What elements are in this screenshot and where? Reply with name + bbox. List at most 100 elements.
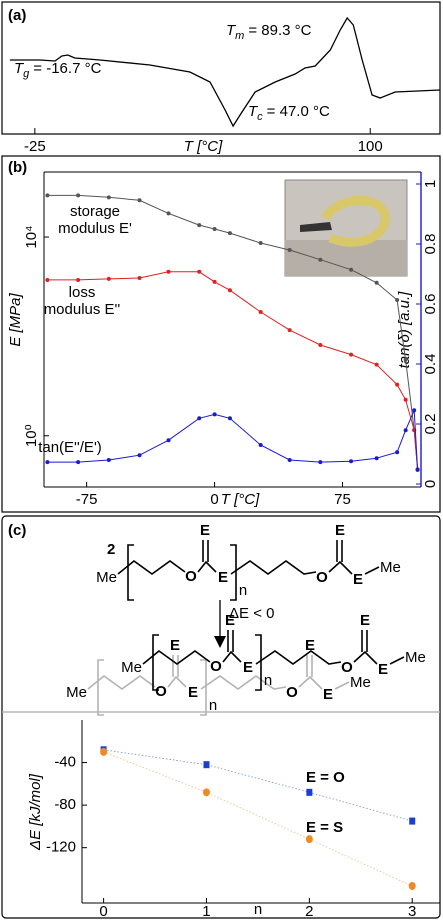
data-point <box>306 835 313 843</box>
data-point <box>412 408 416 412</box>
annotation: Tg= -16.7 °C <box>14 60 102 80</box>
data-point <box>107 277 111 281</box>
data-point <box>409 882 416 890</box>
atom-label: E <box>225 612 235 629</box>
atom-label: n <box>264 672 272 689</box>
data-point <box>349 459 353 463</box>
photo-inset <box>285 180 407 276</box>
y-axis-label: E [MPa] <box>7 292 24 346</box>
bond <box>299 677 322 689</box>
atom-label: E <box>200 522 210 539</box>
series-label-line: modulus E' <box>58 220 132 237</box>
annotation-subscript: g <box>23 68 30 80</box>
panel-label: (b) <box>8 159 27 176</box>
annotation: Tm= 89.3 °C <box>226 22 312 42</box>
data-point <box>375 281 379 285</box>
data-point <box>45 460 49 464</box>
atom-label: n <box>239 582 247 599</box>
bond <box>231 561 316 574</box>
data-point <box>375 363 379 367</box>
annotation-subscript: m <box>235 30 244 42</box>
connector <box>104 752 413 886</box>
atom-label: Me <box>350 674 371 691</box>
atom-label: E <box>188 684 198 701</box>
atom-label: O <box>341 659 353 676</box>
x-tick-label: -25 <box>24 138 46 155</box>
x-tick-label: 0 <box>99 903 107 920</box>
bracket <box>153 635 159 690</box>
data-point <box>259 241 263 245</box>
panel-label: (a) <box>8 7 26 24</box>
reactant-structure: Me O E En O E E Me <box>96 522 401 600</box>
annotation-text: = -16.7 °C <box>33 60 101 77</box>
data-point <box>107 195 111 199</box>
data-point <box>76 193 80 197</box>
atom-label: E <box>353 571 363 588</box>
data-point <box>259 310 263 314</box>
x-axis-label: n <box>254 901 262 918</box>
y-tick-label: -80 <box>54 796 76 813</box>
data-point <box>45 193 49 197</box>
atom-label: O <box>286 684 298 701</box>
atom-label: O <box>185 568 197 585</box>
x-tick-label: -75 <box>76 491 98 508</box>
atom-label: Me <box>380 559 401 576</box>
atom-label: O <box>316 569 328 586</box>
annotation-text: = 89.3 °C <box>248 22 311 39</box>
x-tick-label: 1 <box>202 903 210 920</box>
y2-tick-label: 0.2 <box>422 414 439 435</box>
atom-label: E <box>335 522 345 539</box>
data-point <box>409 818 415 825</box>
data-point <box>349 353 353 357</box>
bracket <box>98 660 104 715</box>
data-point <box>395 450 399 454</box>
condition: ΔE < 0 <box>229 605 274 622</box>
y2-tick-label: 0.8 <box>422 234 439 255</box>
atom-label: Me <box>96 569 117 586</box>
data-point <box>138 198 142 202</box>
legend-label: E = S <box>306 819 343 836</box>
data-point <box>45 278 49 282</box>
data-point <box>318 343 322 347</box>
series-line <box>47 410 417 470</box>
data-point <box>416 468 420 472</box>
atom-label: Me <box>405 649 426 666</box>
bond <box>354 652 377 664</box>
connector <box>104 750 413 821</box>
data-point <box>318 258 322 262</box>
panel-label: (c) <box>8 522 26 539</box>
data-point <box>197 270 201 274</box>
data-point <box>318 460 322 464</box>
y2-tick-label: 1 <box>422 180 439 188</box>
data-point <box>375 456 379 460</box>
shadow-structure: MeOEEnOEEMe <box>66 637 371 715</box>
data-point <box>138 276 142 280</box>
data-point <box>228 288 232 292</box>
series-label-line: loss <box>69 284 96 301</box>
bond <box>329 562 352 574</box>
data-point <box>288 458 292 462</box>
bond <box>198 562 216 572</box>
annotation-text: = 47.0 °C <box>267 103 330 120</box>
x-tick-label: 2 <box>305 903 313 920</box>
x-tick-label: 0 <box>210 491 218 508</box>
data-point <box>76 278 80 282</box>
data-point <box>288 248 292 252</box>
data-point <box>349 268 353 272</box>
arrow-head <box>214 636 226 648</box>
data-point <box>203 761 209 768</box>
atom-label: Me <box>121 659 142 676</box>
annotation: Tc= 47.0 °C <box>248 103 330 123</box>
data-point <box>203 788 210 796</box>
data-point <box>167 438 171 442</box>
atom-label: E <box>218 569 228 586</box>
data-point <box>167 270 171 274</box>
atom-label: E <box>378 661 388 678</box>
x-tick-label: 75 <box>334 491 351 508</box>
data-point <box>288 328 292 332</box>
bracket <box>128 545 134 600</box>
y2-tick-label: 0 <box>422 480 439 488</box>
data-point <box>404 398 408 402</box>
data-point <box>404 358 408 362</box>
